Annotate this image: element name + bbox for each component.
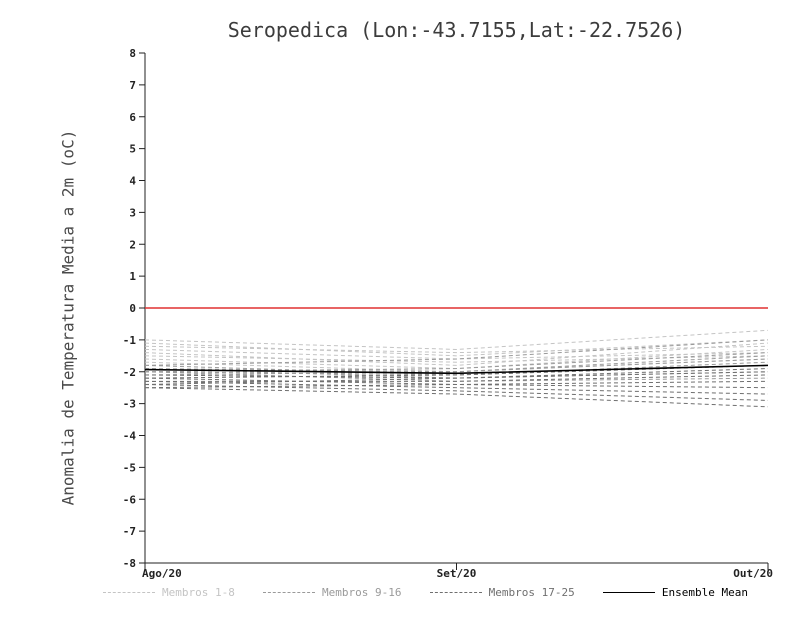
y-tick-label: -4: [123, 430, 137, 443]
legend-item: Membros 9-16: [263, 586, 402, 599]
legend-item-label: Ensemble Mean: [661, 586, 748, 599]
ensemble-mean-line: [144, 364, 769, 375]
member-line: [144, 380, 769, 389]
legend: Membros 1-8 Membros 9-16 Membros 17-25 Ense…: [103, 586, 748, 599]
member-line: [144, 387, 769, 408]
y-tick-label: 5: [129, 143, 136, 156]
y-tick-label: 0: [129, 302, 136, 315]
member-line: [144, 339, 769, 366]
y-tick-label: -7: [123, 525, 136, 538]
member-line: [144, 384, 769, 401]
member-line: [144, 358, 769, 376]
y-tick-label: -5: [123, 461, 136, 474]
y-tick-label: -6: [123, 493, 137, 506]
y-tick-label: 8: [129, 47, 136, 60]
member-line: [144, 342, 769, 366]
y-tick-label: 4: [129, 175, 136, 188]
member-line: [144, 329, 769, 350]
y-tick-label: -1: [123, 334, 137, 347]
y-tick-label: 1: [129, 270, 136, 283]
legend-item-label: Membros 1-8: [162, 586, 235, 599]
member-line: [144, 345, 769, 354]
y-tick-label: 2: [129, 238, 136, 251]
x-tick-label: Ago/20: [142, 567, 182, 580]
y-tick-label: -3: [123, 398, 136, 411]
y-tick-label: 6: [129, 111, 136, 124]
member-line: [144, 371, 769, 385]
legend-item: Membros 1-8: [103, 586, 235, 599]
legend-line-sample: [263, 592, 316, 593]
x-tick-label: Set/20: [437, 567, 477, 580]
legend-item: Ensemble Mean: [602, 586, 748, 599]
member-line: [145, 374, 769, 382]
y-tick-label: -8: [123, 557, 136, 570]
legend-line-sample: [602, 592, 655, 593]
member-line: [144, 339, 769, 357]
chart-title: Seropedica (Lon:-43.7155,Lat:-22.7526): [227, 18, 686, 42]
legend-item: Membros 17-25: [429, 586, 575, 599]
legend-item-label: Membros 17-25: [488, 586, 575, 599]
y-tick-label: 3: [129, 206, 136, 219]
legend-line-sample: [103, 592, 155, 593]
member-line: [144, 352, 769, 373]
y-tick-label: 7: [129, 79, 136, 92]
legend-line-sample: [429, 592, 482, 593]
x-tick-label: Out/20: [733, 567, 773, 580]
member-line: [144, 380, 769, 395]
legend-item-label: Membros 9-16: [322, 586, 402, 599]
y-tick-label: -2: [123, 366, 136, 379]
